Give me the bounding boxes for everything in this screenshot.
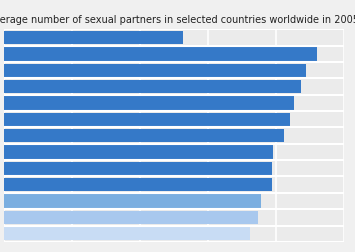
Bar [4, 178, 272, 192]
Bar [4, 64, 306, 78]
Bar [4, 130, 284, 143]
Bar [4, 48, 317, 61]
Bar [4, 146, 273, 159]
Bar [4, 211, 258, 224]
Bar [4, 97, 294, 110]
Bar [4, 162, 272, 175]
Title: Average number of sexual partners in selected countries worldwide in 2005: Average number of sexual partners in sel… [0, 15, 355, 25]
Bar [4, 81, 301, 94]
Bar [4, 32, 184, 45]
Bar [4, 195, 261, 208]
Bar [4, 227, 250, 240]
Bar [4, 113, 290, 127]
